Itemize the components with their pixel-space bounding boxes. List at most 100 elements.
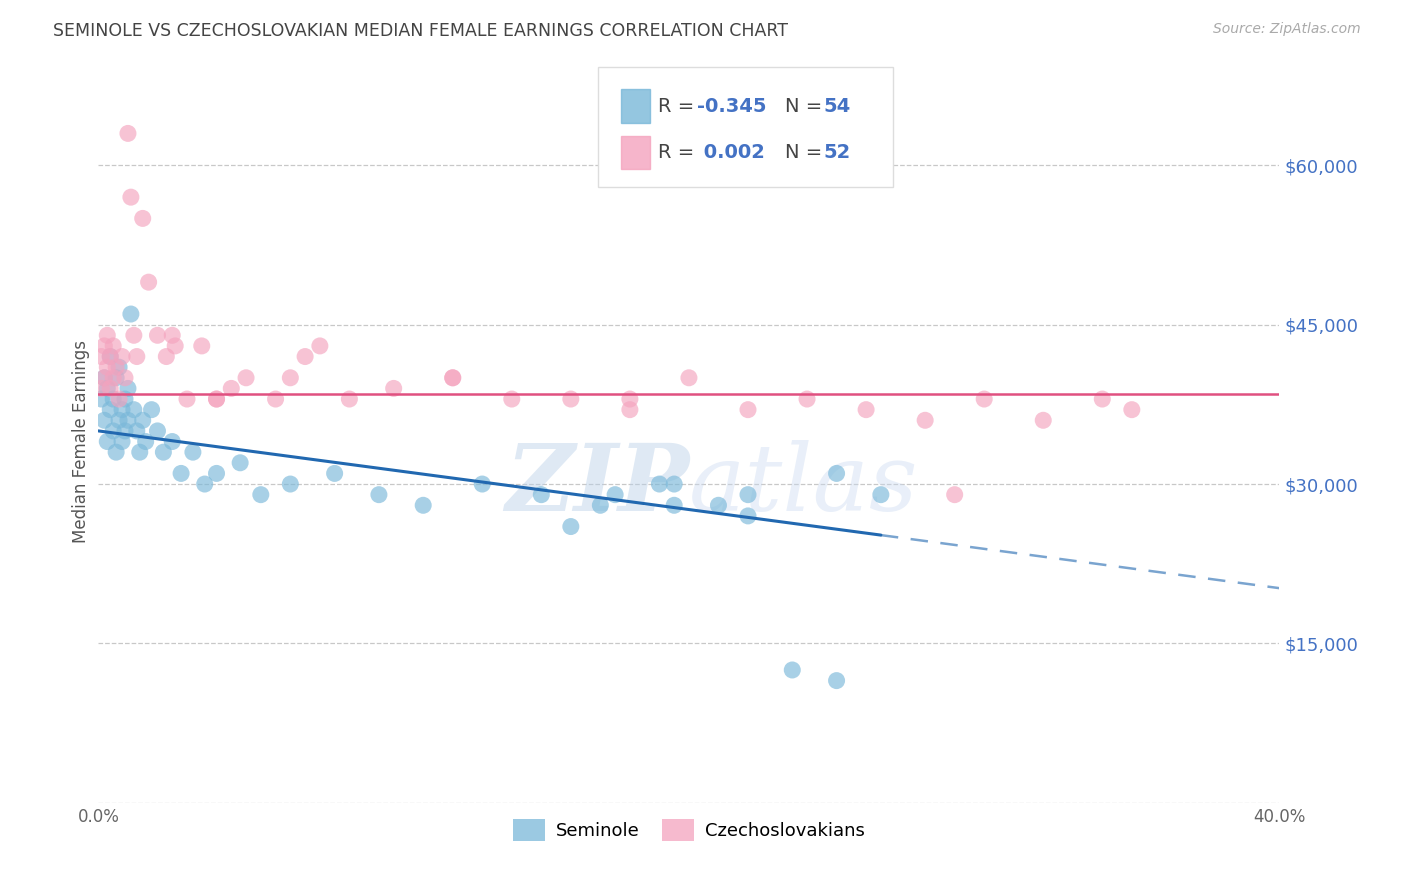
- Point: [605, 488, 627, 502]
- Point: [111, 434, 134, 449]
- Point: [117, 413, 139, 427]
- Point: [205, 392, 228, 406]
- Point: [117, 127, 139, 141]
- Point: [152, 445, 174, 459]
- Point: [108, 392, 131, 406]
- Point: [323, 467, 346, 481]
- Point: [93, 339, 115, 353]
- Point: [103, 424, 125, 438]
- Point: [117, 381, 139, 395]
- Point: [870, 488, 893, 502]
- Point: [98, 350, 121, 364]
- Point: [664, 498, 686, 512]
- Point: [125, 350, 148, 364]
- Text: 0.002: 0.002: [697, 143, 765, 162]
- Point: [103, 339, 125, 353]
- Point: [943, 488, 966, 502]
- Point: [96, 360, 118, 375]
- Point: [191, 339, 214, 353]
- Point: [128, 445, 150, 459]
- Point: [560, 392, 582, 406]
- Point: [111, 350, 134, 364]
- Text: N =: N =: [785, 143, 828, 162]
- Point: [90, 381, 112, 395]
- Point: [294, 350, 316, 364]
- Point: [93, 413, 115, 427]
- Point: [280, 477, 302, 491]
- Point: [737, 508, 759, 523]
- Point: [93, 371, 115, 385]
- Text: 54: 54: [824, 96, 851, 116]
- Point: [105, 445, 128, 459]
- Point: [103, 371, 125, 385]
- Point: [221, 381, 243, 395]
- Point: [105, 360, 128, 375]
- Point: [1032, 413, 1054, 427]
- Point: [796, 392, 818, 406]
- Point: [93, 371, 115, 385]
- Point: [90, 392, 112, 406]
- Point: [114, 371, 136, 385]
- Point: [162, 434, 183, 449]
- Point: [155, 350, 177, 364]
- Text: 52: 52: [824, 143, 851, 162]
- Point: [412, 498, 434, 512]
- Point: [678, 371, 700, 385]
- Point: [589, 498, 612, 512]
- Point: [264, 392, 287, 406]
- Text: ZIP: ZIP: [505, 440, 689, 530]
- Point: [382, 381, 405, 395]
- Point: [122, 402, 145, 417]
- Point: [914, 413, 936, 427]
- Text: atlas: atlas: [689, 440, 918, 530]
- Point: [855, 402, 877, 417]
- Point: [170, 467, 193, 481]
- Point: [120, 190, 142, 204]
- Point: [96, 328, 118, 343]
- Point: [146, 328, 169, 343]
- Point: [707, 498, 730, 512]
- Point: [280, 371, 302, 385]
- Text: N =: N =: [785, 96, 828, 116]
- Point: [737, 488, 759, 502]
- Point: [135, 434, 157, 449]
- Point: [132, 211, 155, 226]
- Point: [973, 392, 995, 406]
- Point: [146, 424, 169, 438]
- Point: [648, 477, 671, 491]
- Point: [141, 402, 163, 417]
- Point: [560, 519, 582, 533]
- Point: [619, 392, 641, 406]
- Point: [125, 424, 148, 438]
- Point: [441, 371, 464, 385]
- Text: R =: R =: [658, 96, 700, 116]
- Point: [114, 424, 136, 438]
- Point: [120, 307, 142, 321]
- Point: [825, 467, 848, 481]
- Point: [339, 392, 361, 406]
- Point: [471, 477, 494, 491]
- Point: [90, 350, 112, 364]
- Point: [782, 663, 804, 677]
- Point: [108, 413, 131, 427]
- Point: [96, 434, 118, 449]
- Point: [98, 402, 121, 417]
- Legend: Seminole, Czechoslovakians: Seminole, Czechoslovakians: [506, 812, 872, 848]
- Point: [368, 488, 391, 502]
- Point: [98, 381, 121, 395]
- Point: [181, 445, 204, 459]
- Point: [1091, 392, 1114, 406]
- Point: [737, 402, 759, 417]
- Point: [205, 467, 228, 481]
- Point: [1121, 402, 1143, 417]
- Point: [122, 328, 145, 343]
- Point: [229, 456, 252, 470]
- Point: [235, 371, 257, 385]
- Point: [619, 402, 641, 417]
- Point: [825, 673, 848, 688]
- Point: [194, 477, 217, 491]
- Point: [132, 413, 155, 427]
- Point: [664, 477, 686, 491]
- Text: R =: R =: [658, 143, 700, 162]
- Point: [530, 488, 553, 502]
